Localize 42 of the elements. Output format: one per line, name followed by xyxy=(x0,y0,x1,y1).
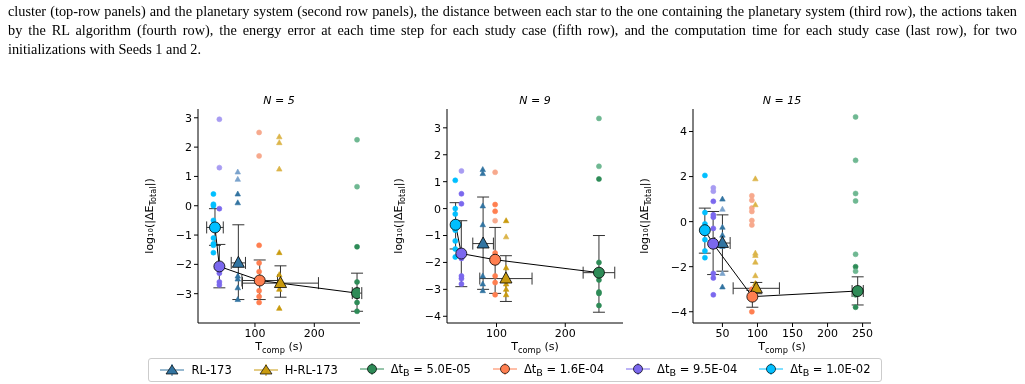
chart-title: N = 9 xyxy=(519,94,551,107)
y-tick-label: −2 xyxy=(670,260,687,274)
y-tick-label: −3 xyxy=(175,287,192,301)
x-axis-title: T$_{comp}$ (s) xyxy=(254,340,303,355)
y-tick-label: −1 xyxy=(424,229,441,243)
y-tick-label: −2 xyxy=(424,256,441,270)
chart-title: N = 15 xyxy=(762,94,802,107)
x-tick-label: 100 xyxy=(486,326,507,340)
y-tick-label: 0 xyxy=(434,202,441,216)
y-tick-label: 0 xyxy=(185,199,192,213)
y-tick-label: 4 xyxy=(680,125,687,139)
y-tick-label: 1 xyxy=(434,175,441,189)
y-tick-label: 1 xyxy=(185,170,192,184)
x-tick-label: 150 xyxy=(782,326,804,340)
x-tick-label: 50 xyxy=(715,326,730,340)
text: cluster (top-row panels) and the planetary system (second row panels), the distance between each star to the one containing the planetary system (third row), the actions taken by the RL algorithm (fourth row), the energy error at each time step for each study case (fifth row), and the computation time for each study case (last row), for two initializations with Seeds 1 and 2. xyxy=(8,2,1017,59)
y-tick-label: 2 xyxy=(434,148,441,162)
y-tick-label: 2 xyxy=(680,170,687,184)
y-tick-label: −4 xyxy=(670,305,687,319)
x-tick-label: 100 xyxy=(244,326,266,340)
y-tick-label: −3 xyxy=(424,283,441,297)
y-tick-label: 0 xyxy=(680,215,687,229)
legend-label: Δt$_{B}$ = 9.5E-04 xyxy=(657,361,738,379)
x-tick-label: 200 xyxy=(303,326,325,340)
y-tick-label: 2 xyxy=(185,141,192,155)
y-tick-label: 3 xyxy=(434,121,441,135)
legend-label: Δt$_{B}$ = 1.6E-04 xyxy=(523,361,605,379)
y-tick-label: 3 xyxy=(185,111,192,125)
x-axis-title: T$_{comp}$ (s) xyxy=(757,340,806,355)
x-tick-label: 200 xyxy=(817,326,839,340)
x-tick-label: 250 xyxy=(852,326,874,340)
legend-label: H-RL-173 xyxy=(284,362,338,377)
y-tick-label: −4 xyxy=(424,310,441,324)
x-axis-title: T$_{comp}$ (s) xyxy=(510,340,559,355)
chart-title: N = 5 xyxy=(263,94,295,107)
x-tick-label: 100 xyxy=(746,326,768,340)
legend-label: Δt$_{B}$ = 5.0E-05 xyxy=(390,361,471,379)
legend-label: RL-173 xyxy=(191,362,232,377)
x-tick-label: 200 xyxy=(554,326,576,340)
y-tick-label: −1 xyxy=(175,228,192,242)
y-tick-label: −2 xyxy=(175,258,192,272)
legend-label: Δt$_{B}$ = 1.0E-02 xyxy=(790,361,871,379)
